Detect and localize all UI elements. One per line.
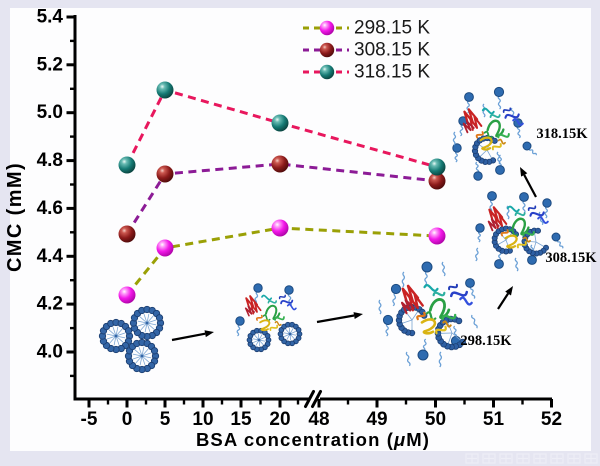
svg-text:5.0: 5.0 xyxy=(37,102,63,123)
svg-text:48: 48 xyxy=(308,409,329,430)
svg-text:318.15 K: 318.15 K xyxy=(354,62,430,83)
svg-text:298.15K: 298.15K xyxy=(460,333,512,349)
svg-text:CMC (mM): CMC (mM) xyxy=(4,162,26,272)
svg-text:0: 0 xyxy=(122,409,133,430)
svg-text:308.15K: 308.15K xyxy=(545,250,597,266)
svg-text:5.2: 5.2 xyxy=(37,54,63,75)
svg-text:52: 52 xyxy=(541,409,562,430)
svg-text:-5: -5 xyxy=(81,409,98,430)
svg-text:4.4: 4.4 xyxy=(37,246,64,267)
svg-text:298.15 K: 298.15 K xyxy=(354,18,430,39)
svg-text:51: 51 xyxy=(483,409,505,430)
svg-text:5: 5 xyxy=(160,409,171,430)
svg-text:4.2: 4.2 xyxy=(37,294,63,315)
svg-text:49: 49 xyxy=(366,409,387,430)
svg-text:BSA concentration (μM): BSA concentration (μM) xyxy=(196,429,430,450)
svg-text:318.15K: 318.15K xyxy=(536,126,588,142)
svg-text:308.15 K: 308.15 K xyxy=(354,40,430,61)
svg-text:4.0: 4.0 xyxy=(37,342,63,363)
svg-text:50: 50 xyxy=(425,409,446,430)
svg-text:5.4: 5.4 xyxy=(37,7,64,28)
svg-text:10: 10 xyxy=(192,409,213,430)
svg-text:15: 15 xyxy=(230,409,252,430)
svg-text:4.8: 4.8 xyxy=(37,150,63,171)
svg-text:20: 20 xyxy=(269,409,290,430)
svg-text:4.6: 4.6 xyxy=(37,198,63,219)
